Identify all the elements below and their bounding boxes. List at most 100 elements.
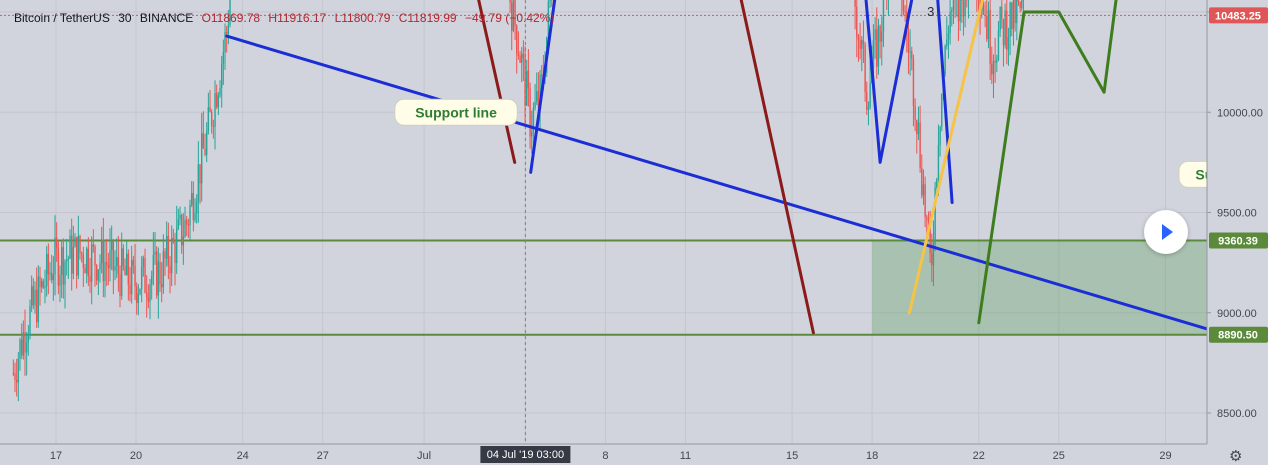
candle — [141, 267, 142, 289]
candle — [49, 273, 50, 274]
candle — [109, 250, 110, 268]
candle — [993, 61, 994, 74]
play-icon[interactable] — [1144, 210, 1188, 254]
symbol-name: Bitcoin / TetherUS — [14, 11, 110, 25]
candle — [1004, 11, 1005, 46]
candle — [186, 220, 187, 225]
candle — [918, 123, 919, 135]
candle — [126, 254, 127, 275]
candle — [944, 46, 945, 74]
candle — [921, 168, 922, 196]
candle — [218, 95, 219, 107]
candle — [73, 247, 74, 274]
candle — [129, 285, 130, 294]
candle — [938, 145, 939, 179]
candle — [1018, 0, 1019, 1]
candle — [528, 71, 529, 89]
candle — [518, 54, 519, 56]
candle — [924, 184, 925, 216]
candle — [523, 54, 524, 58]
candle — [14, 373, 15, 380]
candle — [854, 0, 855, 7]
candle — [916, 120, 917, 134]
candle — [148, 297, 149, 301]
price-tick-label: 9500.00 — [1217, 208, 1257, 220]
candle — [28, 335, 29, 342]
candle — [936, 179, 937, 187]
candle — [39, 276, 40, 287]
candle — [81, 253, 82, 254]
time-tick-label: 04 Jul '19 03:00 — [487, 449, 564, 461]
candle — [154, 251, 155, 255]
candle — [166, 236, 167, 259]
candle — [188, 224, 189, 225]
candle — [534, 102, 535, 108]
candle — [911, 51, 912, 59]
candle — [194, 213, 195, 220]
candle — [1009, 3, 1010, 37]
candle — [69, 236, 70, 259]
candle — [1016, 0, 1017, 23]
candle — [923, 184, 924, 195]
candle — [21, 340, 22, 356]
time-tick-label: Jul — [417, 450, 431, 462]
candle — [119, 274, 120, 296]
candle — [203, 133, 204, 148]
candle — [146, 293, 147, 297]
candle — [914, 106, 915, 120]
candle — [34, 290, 35, 306]
candle — [986, 16, 987, 39]
time-tick-label: 24 — [237, 450, 249, 462]
candle — [108, 265, 109, 268]
candle — [223, 52, 224, 63]
candle — [1006, 11, 1007, 50]
candle — [131, 260, 132, 294]
price-level-label: 8890.50 — [1218, 330, 1258, 342]
symbol-header: Bitcoin / TetherUS 30 BINANCE O11869.78 … — [14, 11, 559, 25]
candle — [144, 258, 145, 293]
candle — [951, 10, 952, 12]
candle — [59, 275, 60, 286]
candle — [206, 131, 207, 155]
candle — [908, 32, 909, 53]
candle — [989, 10, 990, 64]
price-axis-bg — [1207, 0, 1268, 464]
candle — [113, 241, 114, 271]
candle — [153, 255, 154, 276]
candle — [189, 205, 190, 226]
candle — [1011, 3, 1012, 30]
candle — [116, 257, 117, 266]
candle — [86, 249, 87, 274]
candle — [83, 254, 84, 268]
candle — [168, 236, 169, 266]
candle — [881, 31, 882, 41]
candle — [51, 273, 52, 280]
candle — [1014, 0, 1015, 23]
candle — [928, 219, 929, 221]
candle — [208, 107, 209, 131]
candle — [531, 132, 532, 137]
candle — [93, 245, 94, 247]
candle — [858, 37, 859, 41]
candle — [68, 259, 69, 260]
candle — [171, 238, 172, 273]
candle — [541, 75, 542, 76]
candle — [866, 92, 867, 110]
candle — [963, 1, 964, 17]
candle — [953, 0, 954, 10]
candle — [136, 286, 137, 303]
candle — [104, 262, 105, 281]
candle — [18, 359, 19, 383]
candle — [226, 32, 227, 34]
candle — [128, 254, 129, 285]
candle — [999, 7, 1000, 31]
candle — [211, 112, 212, 126]
candle — [926, 217, 927, 219]
candle — [181, 215, 182, 245]
candle — [931, 254, 932, 265]
candle — [63, 247, 64, 284]
gear-icon[interactable]: ⚙ — [1229, 447, 1242, 465]
candle — [138, 294, 139, 303]
